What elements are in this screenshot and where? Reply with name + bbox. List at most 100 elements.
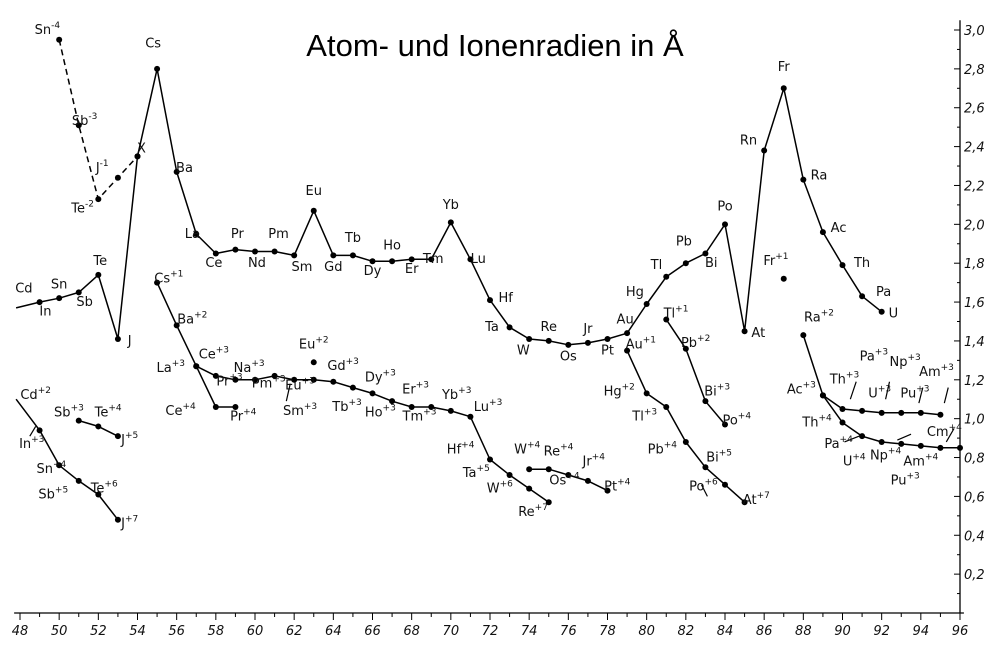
element-label: Pt+4 bbox=[604, 478, 630, 495]
element-label: Ac bbox=[831, 221, 847, 236]
data-point bbox=[839, 405, 846, 412]
data-point bbox=[506, 324, 513, 331]
data-point bbox=[330, 378, 337, 385]
data-point bbox=[193, 231, 200, 238]
element-label: J+5 bbox=[120, 431, 138, 448]
element-label: W+6 bbox=[487, 480, 513, 497]
charge-superscript: +5 bbox=[125, 431, 138, 441]
data-point bbox=[389, 258, 396, 265]
charge-superscript: +2 bbox=[38, 386, 51, 396]
element-label: Os+4 bbox=[549, 472, 580, 489]
x-tick-label: 58 bbox=[208, 624, 225, 639]
x-tick-label: 74 bbox=[521, 624, 538, 639]
data-point bbox=[526, 485, 533, 492]
element-label: Re bbox=[541, 320, 557, 335]
charge-superscript: +3 bbox=[878, 384, 891, 394]
x-tick-label: 94 bbox=[913, 624, 930, 639]
data-point bbox=[75, 122, 82, 129]
data-point bbox=[584, 477, 591, 484]
element-label: Tm bbox=[422, 252, 444, 267]
data-point bbox=[937, 411, 944, 418]
x-tick-label: 78 bbox=[599, 624, 616, 639]
x-tick-label: 50 bbox=[51, 624, 68, 639]
data-point bbox=[682, 260, 689, 267]
data-point bbox=[722, 221, 728, 228]
data-point bbox=[467, 413, 474, 420]
element-label: Pb bbox=[676, 235, 692, 250]
x-tick-label: 86 bbox=[756, 624, 773, 639]
element-label: Ba bbox=[176, 161, 193, 176]
charge-superscript: +4 bbox=[108, 404, 122, 414]
data-point bbox=[36, 427, 43, 434]
annotation-stroke bbox=[943, 387, 949, 404]
x-tick-label: 90 bbox=[834, 624, 851, 639]
charge-superscript: +3 bbox=[644, 408, 657, 418]
element-label: Dy+3 bbox=[365, 369, 396, 386]
x-tick-label: 72 bbox=[482, 624, 499, 639]
charge-superscript: +2 bbox=[315, 336, 328, 346]
charge-superscript: +4 bbox=[852, 452, 866, 462]
data-point bbox=[56, 295, 63, 302]
charge-superscript: -3 bbox=[88, 112, 97, 122]
element-label: Pa+4 bbox=[824, 435, 853, 452]
data-points bbox=[36, 36, 963, 523]
element-label: U+4 bbox=[843, 452, 866, 469]
element-label: La bbox=[185, 227, 200, 242]
data-point bbox=[839, 419, 846, 426]
y-tick-label: 0,8 bbox=[964, 452, 985, 467]
x-tick-label: 80 bbox=[638, 624, 655, 639]
y-tick-label: 2,4 bbox=[964, 141, 985, 156]
element-label: Cd+2 bbox=[20, 386, 51, 403]
data-point bbox=[75, 477, 82, 484]
data-point bbox=[271, 372, 278, 379]
element-label: Eu bbox=[306, 184, 322, 199]
data-point bbox=[526, 335, 533, 342]
charge-superscript: +5 bbox=[477, 464, 490, 474]
element-label: Re+7 bbox=[518, 503, 548, 520]
data-point bbox=[780, 85, 787, 92]
data-point bbox=[36, 299, 43, 306]
data-point bbox=[212, 372, 219, 379]
y-tick-label: 1,2 bbox=[964, 374, 985, 389]
y-tick-label: 1,4 bbox=[964, 335, 985, 350]
data-point-isolated bbox=[780, 275, 787, 282]
charge-superscript: +4 bbox=[925, 452, 939, 462]
data-point bbox=[859, 433, 866, 440]
data-point bbox=[859, 407, 866, 414]
element-label: Fr+1 bbox=[763, 252, 788, 269]
charge-superscript: +3 bbox=[302, 377, 315, 387]
element-label: Hg bbox=[626, 285, 644, 300]
charge-superscript: +4 bbox=[738, 411, 752, 421]
data-point bbox=[291, 376, 298, 383]
charge-superscript: +4 bbox=[53, 460, 67, 470]
charge-superscript: +3 bbox=[346, 357, 359, 367]
annotation-stroke bbox=[918, 387, 924, 404]
element-label: Eu+3 bbox=[285, 377, 315, 394]
data-point bbox=[819, 229, 826, 236]
data-point bbox=[369, 258, 376, 265]
element-label: J bbox=[127, 334, 132, 349]
element-label: Gd bbox=[324, 260, 342, 275]
data-point bbox=[114, 433, 121, 440]
charge-superscript: +2 bbox=[622, 382, 635, 392]
element-label: Sb bbox=[76, 295, 93, 310]
charge-superscript: +5 bbox=[55, 485, 68, 495]
charge-superscript: +3 bbox=[416, 380, 429, 390]
element-label: Hf bbox=[498, 291, 513, 306]
element-label: Cs bbox=[145, 36, 161, 51]
element-label: In bbox=[39, 305, 51, 320]
element-label: Jr bbox=[582, 322, 593, 337]
data-point bbox=[173, 322, 180, 329]
charge-superscript: +3 bbox=[383, 404, 396, 414]
data-point bbox=[56, 36, 63, 43]
element-label: Po bbox=[717, 200, 732, 215]
data-point bbox=[232, 376, 239, 383]
x-tick-label: 52 bbox=[90, 624, 107, 639]
element-label: In+3 bbox=[19, 435, 44, 452]
data-point bbox=[663, 316, 670, 323]
element-label: Pr+4 bbox=[230, 408, 257, 425]
charge-superscript: +3 bbox=[71, 404, 84, 414]
element-label: Dy bbox=[364, 264, 382, 279]
charge-superscript: +4 bbox=[888, 446, 902, 456]
element-label: Hf+4 bbox=[447, 441, 475, 458]
